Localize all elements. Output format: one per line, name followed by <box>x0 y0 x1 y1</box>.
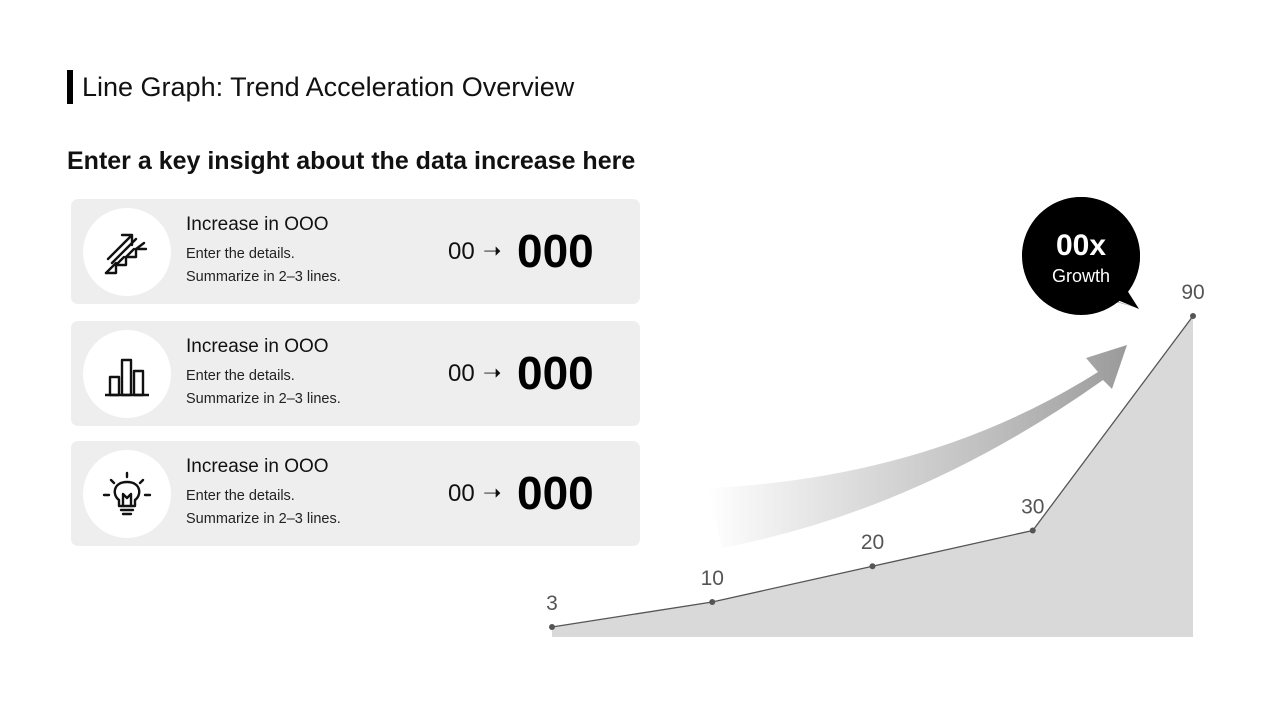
bar-chart-icon <box>105 358 149 397</box>
insight-card-3: Increase in OOO Enter the details. Summa… <box>71 441 640 546</box>
right-arrow-icon: ➝ <box>483 480 502 505</box>
insight-card-1: Increase in OOO Enter the details. Summa… <box>71 199 640 304</box>
data-label: 10 <box>701 567 724 590</box>
card-title: Increase in OOO <box>186 336 329 357</box>
data-point <box>549 624 555 630</box>
from-value: 00 <box>448 238 475 265</box>
data-point <box>1190 313 1196 319</box>
growth-bubble: 00x Growth <box>1022 197 1141 315</box>
card-detail-line-1: Enter the details. <box>186 368 295 384</box>
data-point <box>1029 527 1036 534</box>
growth-trend-arrow <box>708 345 1127 548</box>
data-label: 30 <box>1021 495 1044 518</box>
data-label: 90 <box>1181 281 1204 304</box>
card-title: Increase in OOO <box>186 214 329 235</box>
title-accent-bar <box>67 70 73 104</box>
stairs-arrow-icon <box>104 233 148 275</box>
card-detail-line-2: Summarize in 2–3 lines. <box>186 391 341 407</box>
data-label: 3 <box>546 592 558 615</box>
card-detail-line-1: Enter the details. <box>186 488 295 504</box>
icon-circle <box>83 450 171 538</box>
data-label: 20 <box>861 531 884 554</box>
data-point <box>709 598 716 605</box>
insight-card-2: Increase in OOO Enter the details. Summa… <box>71 321 640 426</box>
icon-circle <box>83 208 171 296</box>
to-value: 000 <box>517 225 594 277</box>
page-subtitle: Enter a key insight about the data incre… <box>67 147 636 175</box>
card-detail-line-2: Summarize in 2–3 lines. <box>186 269 341 285</box>
lightbulb-icon <box>102 471 152 516</box>
growth-multiplier: 00x <box>1056 229 1106 262</box>
from-value: 00 <box>448 360 475 387</box>
right-arrow-icon: ➝ <box>483 238 502 263</box>
to-value: 000 <box>517 347 594 399</box>
to-value: 000 <box>517 467 594 519</box>
growth-label: Growth <box>1052 266 1110 286</box>
icon-circle <box>83 330 171 418</box>
card-detail-line-2: Summarize in 2–3 lines. <box>186 511 341 527</box>
right-arrow-icon: ➝ <box>483 360 502 385</box>
card-title: Increase in OOO <box>186 456 329 477</box>
data-point <box>869 563 876 570</box>
page-title: Line Graph: Trend Acceleration Overview <box>82 72 575 102</box>
from-value: 00 <box>448 480 475 507</box>
chart-area-fill <box>552 316 1193 637</box>
card-detail-line-1: Enter the details. <box>186 246 295 262</box>
